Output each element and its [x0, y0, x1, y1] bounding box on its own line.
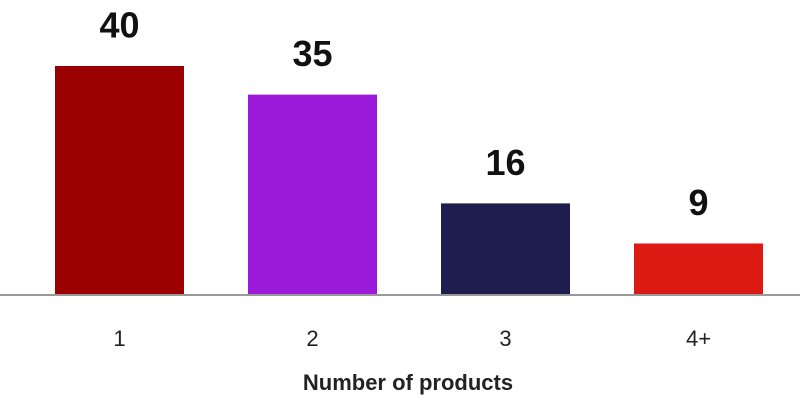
x-axis-title: Number of products	[303, 370, 513, 395]
value-label: 40	[99, 5, 139, 46]
x-tick-label: 3	[499, 326, 511, 351]
bar	[634, 243, 763, 295]
value-label: 35	[292, 33, 332, 74]
value-label: 9	[688, 182, 708, 223]
x-tick-label: 1	[113, 326, 125, 351]
value-label: 16	[485, 142, 525, 183]
x-tick-label: 2	[306, 326, 318, 351]
bar	[248, 94, 377, 295]
x-tick-label: 4+	[686, 326, 711, 351]
bar	[55, 66, 184, 295]
bar	[441, 203, 570, 295]
